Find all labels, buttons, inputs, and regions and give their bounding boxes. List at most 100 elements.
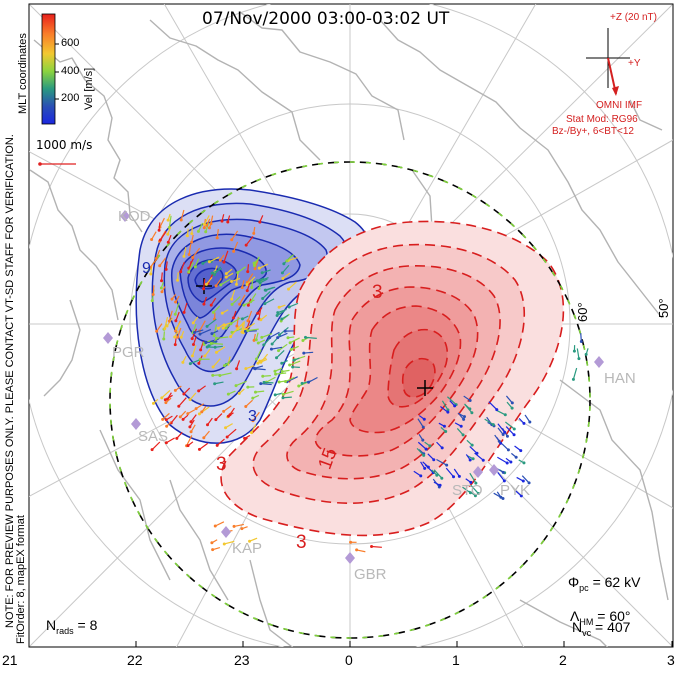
velocity-vector-origin: [182, 392, 186, 396]
velocity-vector-origin: [235, 324, 239, 328]
velocity-vector-origin: [246, 385, 250, 389]
velocity-vector-origin: [230, 302, 234, 306]
velocity-vector-origin: [470, 443, 474, 447]
velocity-vector-origin: [150, 237, 154, 241]
velocity-vector: [211, 342, 224, 345]
velocity-vector-origin: [457, 474, 461, 478]
velocity-vector-origin: [210, 541, 214, 545]
velocity-vector-origin: [174, 319, 178, 323]
stat-nrads-sub: rads: [56, 625, 74, 636]
velocity-vector-origin: [503, 413, 507, 417]
velocity-vector-origin: [579, 339, 583, 343]
velocity-vector-origin: [302, 351, 306, 355]
velocity-vector-origin: [224, 275, 228, 279]
velocity-vector-origin: [166, 232, 170, 236]
velocity-vector: [166, 437, 175, 444]
velocity-vector-origin: [174, 300, 178, 304]
velocity-vector-origin: [276, 336, 280, 340]
velocity-vector-origin: [204, 282, 208, 286]
velocity-vector-origin: [501, 496, 505, 500]
ref-vector-dot: [38, 162, 42, 166]
velocity-vector-origin: [262, 343, 266, 347]
velocity-vector: [205, 222, 210, 232]
velocity-vector: [244, 322, 256, 331]
velocity-vector-origin: [205, 345, 209, 349]
lat-label-50: 50°: [656, 298, 671, 318]
velocity-vector-origin: [280, 361, 284, 365]
velocity-vector: [436, 458, 447, 466]
velocity-vector: [223, 250, 229, 263]
stat-nvc-symbol: N: [572, 619, 583, 635]
velocity-vector-origin: [178, 415, 182, 419]
velocity-vector-origin: [252, 261, 256, 265]
velocity-vector: [247, 328, 259, 332]
velocity-vector-origin: [277, 380, 281, 384]
velocity-vector: [497, 423, 506, 433]
velocity-vector-origin: [426, 465, 430, 469]
velocity-vector: [191, 345, 197, 357]
positive-cell: [220, 220, 565, 537]
velocity-vector-origin: [263, 288, 267, 292]
velocity-vector-origin: [222, 364, 226, 368]
velocity-vector-origin: [244, 404, 248, 408]
velocity-vector-origin: [253, 267, 257, 271]
velocity-vector: [521, 475, 530, 484]
station-marker-sas: [131, 418, 141, 430]
station-label-pyk: PYK: [500, 482, 531, 499]
velocity-vector-origin: [250, 285, 254, 289]
velocity-vector: [231, 277, 241, 283]
velocity-vector-origin: [256, 361, 260, 365]
velocity-vector-origin: [214, 336, 218, 340]
velocity-vector: [168, 310, 173, 322]
velocity-vector-origin: [255, 279, 259, 283]
velocity-vector-origin: [165, 424, 169, 428]
velocity-vector-origin: [203, 354, 207, 358]
velocity-vector-origin: [249, 431, 253, 435]
velocity-vector-origin: [234, 282, 238, 286]
hm-boundary-green: [109, 161, 591, 639]
velocity-vector: [277, 332, 288, 339]
velocity-vector: [484, 418, 494, 426]
velocity-vector-origin: [186, 412, 190, 416]
velocity-vector-origin: [440, 446, 444, 450]
velocity-vector-origin: [288, 363, 292, 367]
stat-nrads-value: = 8: [77, 617, 98, 633]
velocity-vector-origin: [240, 330, 244, 334]
velocity-vector-origin: [512, 427, 516, 431]
velocity-vector-origin: [512, 433, 516, 437]
velocity-vector-origin: [301, 339, 305, 343]
mlt-tick-23: 23: [234, 652, 250, 668]
velocity-vector-origin: [243, 329, 247, 333]
velocity-vector-origin: [292, 358, 296, 362]
velocity-vector-origin: [181, 360, 185, 364]
station-marker-pgr: [103, 332, 113, 344]
velocity-vector-origin: [476, 492, 480, 496]
velocity-vector-origin: [280, 317, 284, 321]
velocity-vector-origin: [440, 476, 444, 480]
velocity-vector-origin: [287, 305, 291, 309]
velocity-vector-origin: [469, 480, 473, 484]
velocity-vector-origin: [191, 255, 195, 259]
velocity-vector: [440, 406, 449, 413]
velocity-vector-origin: [243, 436, 247, 440]
velocity-vector: [183, 302, 188, 313]
velocity-vector-origin: [307, 380, 311, 384]
velocity-vector-origin: [281, 396, 285, 400]
velocity-vector-origin: [179, 218, 183, 222]
velocity-vector: [286, 376, 298, 383]
velocity-vector-origin: [230, 330, 234, 334]
velocity-vector: [216, 346, 226, 353]
velocity-vector-origin: [187, 253, 191, 257]
velocity-vector-origin: [173, 343, 177, 347]
velocity-vector-origin: [269, 347, 273, 351]
velocity-vector-origin: [280, 370, 284, 374]
velocity-vector-origin: [187, 270, 191, 274]
velocity-vector: [209, 256, 220, 263]
mlt-tick-22: 22: [127, 652, 143, 668]
velocity-vector-origin: [186, 444, 190, 448]
velocity-vector: [441, 400, 449, 411]
velocity-vector: [266, 376, 276, 383]
velocity-vector: [231, 328, 242, 333]
velocity-vector-origin: [442, 424, 446, 428]
velocity-vector-origin: [220, 219, 224, 223]
